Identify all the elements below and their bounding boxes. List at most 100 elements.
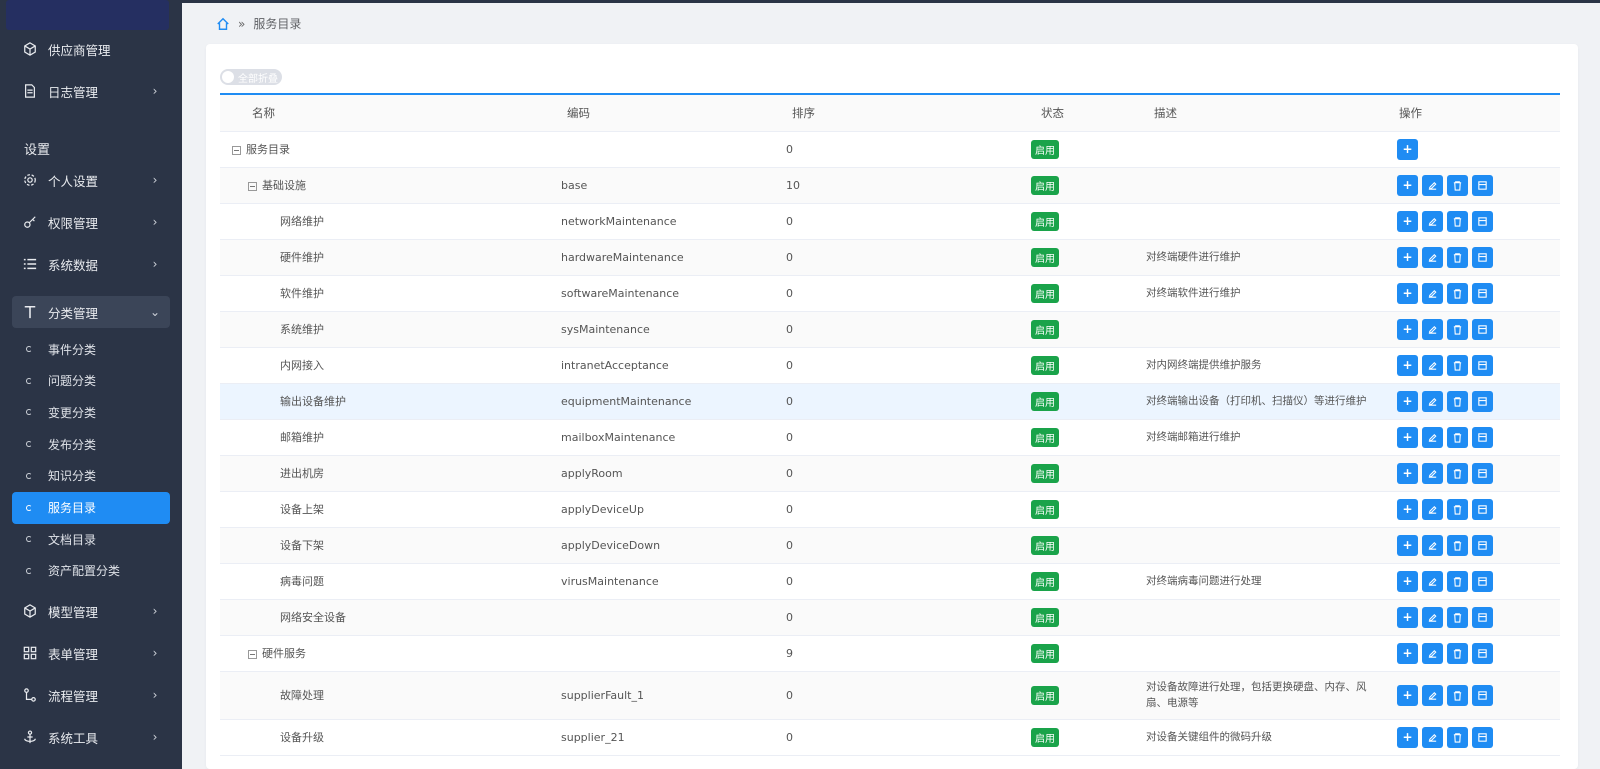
edit-button[interactable] bbox=[1422, 426, 1443, 448]
edit-button[interactable] bbox=[1422, 606, 1443, 628]
add-button[interactable]: + bbox=[1397, 174, 1418, 196]
delete-button[interactable] bbox=[1447, 210, 1468, 232]
add-button[interactable]: + bbox=[1397, 210, 1418, 232]
edit-button[interactable] bbox=[1422, 282, 1443, 304]
copy-button[interactable] bbox=[1472, 534, 1493, 556]
delete-button[interactable] bbox=[1447, 642, 1468, 664]
copy-button[interactable] bbox=[1472, 318, 1493, 340]
edit-button[interactable] bbox=[1422, 726, 1443, 748]
add-button[interactable]: + bbox=[1397, 318, 1418, 340]
table-row[interactable]: 硬件服务 9 启用 + bbox=[220, 635, 1560, 672]
delete-button[interactable] bbox=[1447, 534, 1468, 556]
delete-button[interactable] bbox=[1447, 570, 1468, 592]
edit-button[interactable] bbox=[1422, 570, 1443, 592]
edit-button[interactable] bbox=[1422, 390, 1443, 412]
table-row[interactable]: 服务目录 0 启用 + bbox=[220, 131, 1560, 168]
table-row[interactable]: 设备上架 applyDeviceUp 0 启用 + bbox=[220, 491, 1560, 528]
copy-button[interactable] bbox=[1472, 390, 1493, 412]
table-row[interactable]: 设备下架 applyDeviceDown 0 启用 + bbox=[220, 527, 1560, 564]
add-button[interactable]: + bbox=[1397, 138, 1418, 160]
copy-button[interactable] bbox=[1472, 426, 1493, 448]
edit-button[interactable] bbox=[1422, 174, 1443, 196]
header-status[interactable]: 状态 bbox=[1025, 95, 1140, 132]
sidebar-item[interactable]: 表单管理 › bbox=[0, 637, 182, 669]
collapse-all-toggle[interactable]: 全部折叠 bbox=[220, 69, 282, 85]
edit-button[interactable] bbox=[1422, 354, 1443, 376]
collapse-toggle-icon[interactable] bbox=[248, 181, 257, 191]
delete-button[interactable] bbox=[1447, 318, 1468, 340]
copy-button[interactable] bbox=[1472, 210, 1493, 232]
delete-button[interactable] bbox=[1447, 684, 1468, 706]
sidebar-item[interactable]: 流程管理 › bbox=[0, 679, 182, 711]
copy-button[interactable] bbox=[1472, 282, 1493, 304]
table-row[interactable]: 故障处理 supplierFault_1 0 启用 对设备故障进行处理，包括更换… bbox=[220, 671, 1560, 720]
table-row[interactable]: 进出机房 applyRoom 0 启用 + bbox=[220, 455, 1560, 492]
add-button[interactable]: + bbox=[1397, 684, 1418, 706]
delete-button[interactable] bbox=[1447, 282, 1468, 304]
table-row[interactable]: 设备升级 supplier_21 0 启用 对设备关键组件的微码升级 + bbox=[220, 719, 1560, 756]
edit-button[interactable] bbox=[1422, 318, 1443, 340]
delete-button[interactable] bbox=[1447, 354, 1468, 376]
table-row[interactable]: 网络安全设备 0 启用 + bbox=[220, 599, 1560, 636]
copy-button[interactable] bbox=[1472, 642, 1493, 664]
sidebar-item[interactable]: 权限管理 › bbox=[0, 206, 182, 238]
delete-button[interactable] bbox=[1447, 390, 1468, 412]
collapse-toggle-icon[interactable] bbox=[232, 145, 241, 155]
table-row[interactable]: 内网接入 intranetAcceptance 0 启用 对内网终端提供维护服务… bbox=[220, 347, 1560, 384]
table-row[interactable]: 软件维护 softwareMaintenance 0 启用 对终端软件进行维护 … bbox=[220, 275, 1560, 312]
copy-button[interactable] bbox=[1472, 498, 1493, 520]
add-button[interactable]: + bbox=[1397, 354, 1418, 376]
add-button[interactable]: + bbox=[1397, 570, 1418, 592]
edit-button[interactable] bbox=[1422, 684, 1443, 706]
sidebar-subitem[interactable]: 服务目录 bbox=[12, 491, 170, 524]
delete-button[interactable] bbox=[1447, 726, 1468, 748]
delete-button[interactable] bbox=[1447, 462, 1468, 484]
sidebar-item[interactable]: 模型管理 › bbox=[0, 595, 182, 627]
sidebar-subitem[interactable]: 知识分类 bbox=[0, 460, 182, 492]
copy-button[interactable] bbox=[1472, 726, 1493, 748]
add-button[interactable]: + bbox=[1397, 462, 1418, 484]
table-row[interactable]: 系统维护 sysMaintenance 0 启用 + bbox=[220, 311, 1560, 348]
add-button[interactable]: + bbox=[1397, 246, 1418, 268]
sidebar-subitem[interactable]: 资产配置分类 bbox=[0, 555, 182, 587]
sidebar-subitem[interactable]: 文档目录 bbox=[0, 523, 182, 555]
table-row[interactable]: 病毒问题 virusMaintenance 0 启用 对终端病毒问题进行处理 + bbox=[220, 563, 1560, 600]
add-button[interactable]: + bbox=[1397, 642, 1418, 664]
copy-button[interactable] bbox=[1472, 462, 1493, 484]
add-button[interactable]: + bbox=[1397, 726, 1418, 748]
copy-button[interactable] bbox=[1472, 684, 1493, 706]
header-sort[interactable]: 排序 bbox=[780, 95, 1025, 132]
table-row[interactable]: 邮箱维护 mailboxMaintenance 0 启用 对终端邮箱进行维护 + bbox=[220, 419, 1560, 456]
edit-button[interactable] bbox=[1422, 534, 1443, 556]
sidebar-item[interactable]: 分类管理 ⌄ bbox=[0, 296, 182, 328]
table-row[interactable]: 网络维护 networkMaintenance 0 启用 + bbox=[220, 203, 1560, 240]
header-code[interactable]: 编码 bbox=[555, 95, 780, 132]
edit-button[interactable] bbox=[1422, 642, 1443, 664]
delete-button[interactable] bbox=[1447, 606, 1468, 628]
sidebar-subitem[interactable]: 问题分类 bbox=[0, 365, 182, 397]
sidebar-item[interactable]: 日志管理 › bbox=[0, 75, 182, 107]
sidebar-item[interactable]: 供应商管理 bbox=[0, 33, 182, 65]
home-icon[interactable] bbox=[216, 17, 230, 31]
table-row[interactable]: 基础设施 base 10 启用 + bbox=[220, 167, 1560, 204]
copy-button[interactable] bbox=[1472, 606, 1493, 628]
copy-button[interactable] bbox=[1472, 174, 1493, 196]
table-row[interactable]: 输出设备维护 equipmentMaintenance 0 启用 对终端输出设备… bbox=[220, 383, 1560, 420]
copy-button[interactable] bbox=[1472, 246, 1493, 268]
add-button[interactable]: + bbox=[1397, 534, 1418, 556]
delete-button[interactable] bbox=[1447, 426, 1468, 448]
edit-button[interactable] bbox=[1422, 210, 1443, 232]
delete-button[interactable] bbox=[1447, 174, 1468, 196]
add-button[interactable]: + bbox=[1397, 282, 1418, 304]
add-button[interactable]: + bbox=[1397, 606, 1418, 628]
sidebar-item[interactable]: 系统工具 › bbox=[0, 721, 182, 753]
sidebar-subitem[interactable]: 事件分类 bbox=[0, 333, 182, 365]
collapse-toggle-icon[interactable] bbox=[248, 649, 257, 659]
sidebar-subitem[interactable]: 变更分类 bbox=[0, 396, 182, 428]
add-button[interactable]: + bbox=[1397, 426, 1418, 448]
sidebar-item[interactable]: 个人设置 › bbox=[0, 164, 182, 196]
add-button[interactable]: + bbox=[1397, 390, 1418, 412]
delete-button[interactable] bbox=[1447, 246, 1468, 268]
delete-button[interactable] bbox=[1447, 498, 1468, 520]
sidebar-item[interactable]: 系统数据 › bbox=[0, 248, 182, 280]
